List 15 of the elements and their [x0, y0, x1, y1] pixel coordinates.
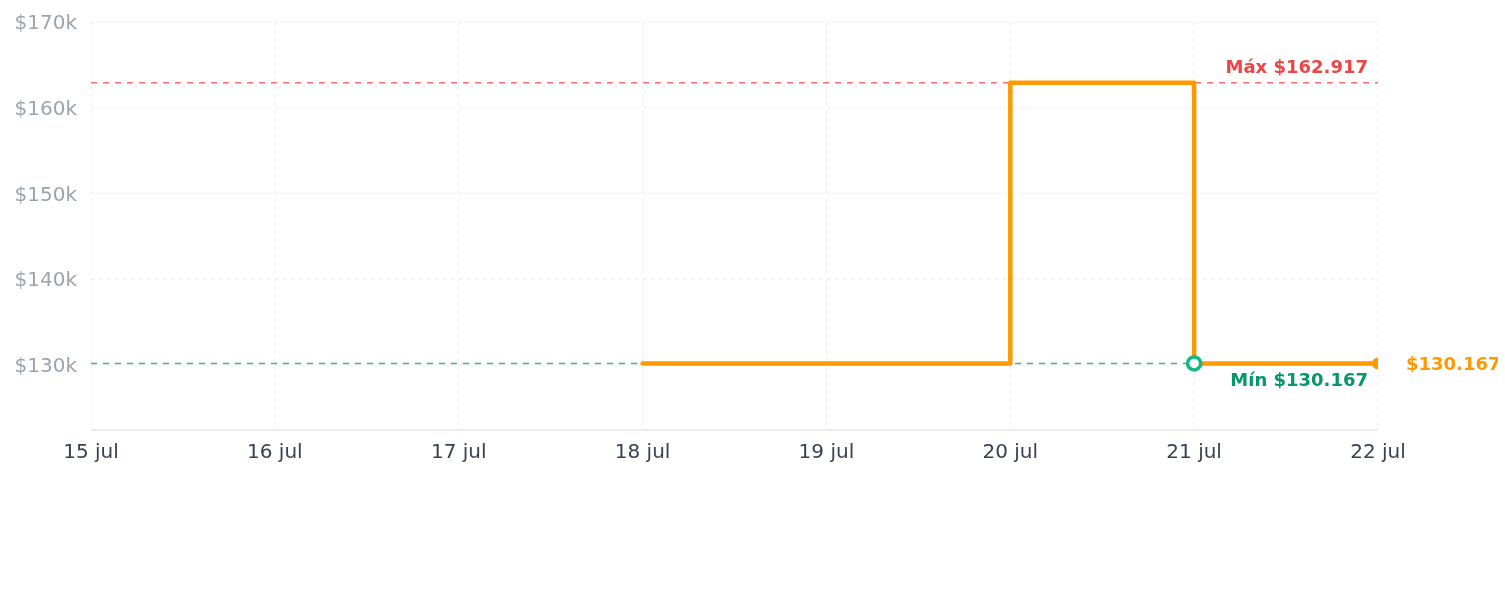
y-tick-label: $150k [14, 181, 78, 206]
ref-line-label: Máx $162.917 [1225, 55, 1368, 77]
x-tick-label: 17 jul [430, 439, 487, 464]
x-tick-label: 20 jul [982, 439, 1039, 464]
ref-line-label: Mín $130.167 [1230, 369, 1368, 391]
y-tick-label: $140k [14, 267, 78, 292]
y-tick-label: $130k [14, 352, 78, 377]
x-tick-label: 15 jul [63, 439, 119, 464]
x-tick-label: 19 jul [798, 439, 855, 464]
x-tick-label: 22 jul [1350, 439, 1406, 464]
y-tick-label: $170k [14, 10, 78, 35]
x-tick-label: 18 jul [614, 439, 671, 464]
y-tick-label: $160k [14, 95, 78, 120]
x-tick-label: 16 jul [247, 439, 303, 464]
x-tick-label: 21 jul [1166, 439, 1222, 464]
